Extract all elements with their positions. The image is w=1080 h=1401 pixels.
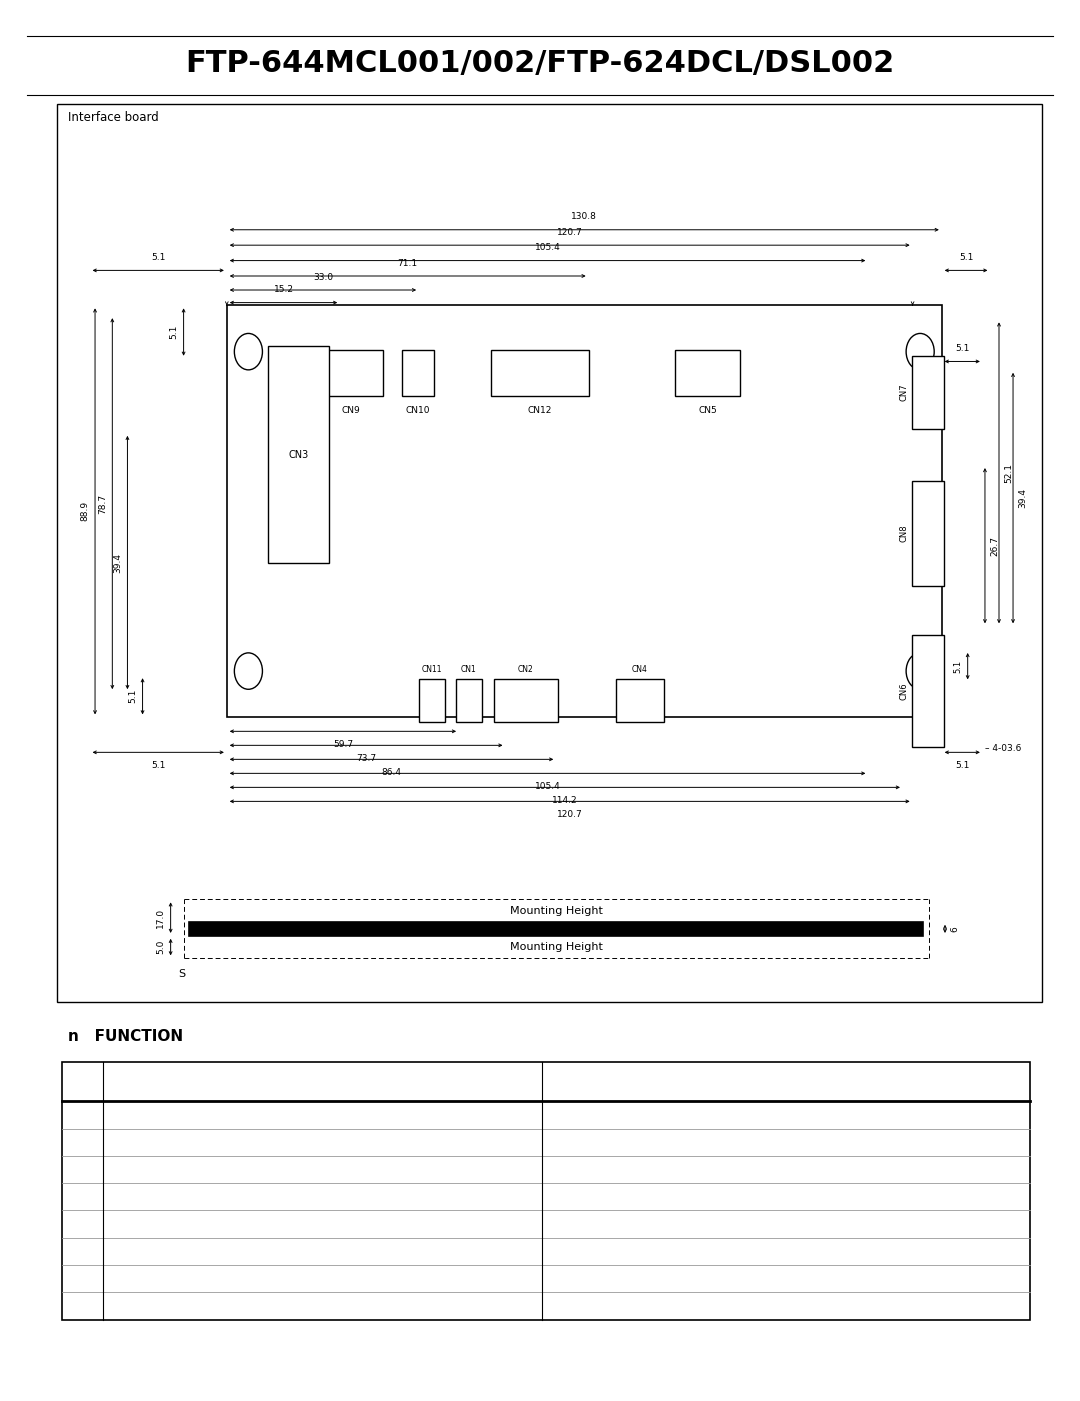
Text: 5.1: 5.1 <box>959 254 973 262</box>
Circle shape <box>234 333 262 370</box>
Text: 5.1: 5.1 <box>170 325 178 339</box>
Text: CN1: CN1 <box>461 665 476 674</box>
Text: 6: 6 <box>950 926 959 932</box>
Text: 39.4: 39.4 <box>113 552 122 573</box>
Text: 52.1: 52.1 <box>1004 462 1013 483</box>
Text: 5.0: 5.0 <box>157 940 165 954</box>
Text: 5.1: 5.1 <box>129 689 137 703</box>
Text: – 4-03.6: – 4-03.6 <box>985 744 1022 752</box>
Text: 88.9: 88.9 <box>81 502 90 521</box>
Text: 26.7: 26.7 <box>990 535 999 556</box>
Text: CN3: CN3 <box>288 450 309 460</box>
Bar <box>675 350 740 396</box>
Text: 105.4: 105.4 <box>535 244 561 252</box>
Bar <box>912 635 944 747</box>
Bar <box>62 1062 1030 1320</box>
Text: 73.7: 73.7 <box>356 754 376 762</box>
Text: CN10: CN10 <box>406 406 430 415</box>
Text: 105.4: 105.4 <box>535 782 561 790</box>
Text: 33.0: 33.0 <box>313 273 333 282</box>
Text: CN12: CN12 <box>528 406 552 415</box>
Bar <box>227 305 942 717</box>
Bar <box>494 679 558 722</box>
Text: 71.1: 71.1 <box>397 259 418 268</box>
Text: FTP-644MCL001/002/FTP-624DCL/DSL002: FTP-644MCL001/002/FTP-624DCL/DSL002 <box>186 49 894 77</box>
Bar <box>456 679 482 722</box>
Text: CN2: CN2 <box>518 665 534 674</box>
Bar <box>189 922 923 936</box>
Text: 78.7: 78.7 <box>98 493 107 514</box>
Text: 5.1: 5.1 <box>151 254 165 262</box>
Text: CN4: CN4 <box>632 665 648 674</box>
Circle shape <box>234 653 262 689</box>
Text: 120.7: 120.7 <box>557 810 582 818</box>
Text: 86.4: 86.4 <box>381 768 402 776</box>
Text: CN6: CN6 <box>900 682 908 699</box>
Bar <box>402 350 434 396</box>
Text: CN8: CN8 <box>900 524 908 542</box>
Text: 5.1: 5.1 <box>151 761 165 769</box>
Bar <box>912 481 944 586</box>
Bar <box>912 356 944 429</box>
Text: CN9: CN9 <box>341 406 361 415</box>
Text: 114.2: 114.2 <box>552 796 578 804</box>
Circle shape <box>906 333 934 370</box>
Text: 130.8: 130.8 <box>571 213 597 221</box>
Text: CN7: CN7 <box>900 384 908 401</box>
Text: 5.1: 5.1 <box>955 345 970 353</box>
Text: 120.7: 120.7 <box>557 228 582 237</box>
Text: 5.1: 5.1 <box>955 761 970 769</box>
Circle shape <box>906 653 934 689</box>
Bar <box>319 350 383 396</box>
Text: 15.2: 15.2 <box>273 286 294 294</box>
Text: CN11: CN11 <box>422 665 442 674</box>
Text: CN5: CN5 <box>698 406 717 415</box>
Text: n   FUNCTION: n FUNCTION <box>68 1028 184 1044</box>
Text: Mounting Height: Mounting Height <box>510 941 603 953</box>
Text: 17.0: 17.0 <box>157 908 165 927</box>
Bar <box>616 679 664 722</box>
Text: 5.1: 5.1 <box>954 660 962 672</box>
Bar <box>491 350 589 396</box>
Text: Mounting Height: Mounting Height <box>510 905 603 916</box>
Text: S: S <box>178 969 186 979</box>
Bar <box>419 679 445 722</box>
Text: 59.7: 59.7 <box>333 740 353 748</box>
Bar <box>57 104 1042 1002</box>
Bar <box>268 346 329 563</box>
Text: 39.4: 39.4 <box>1018 488 1027 509</box>
Text: Interface board: Interface board <box>68 111 159 123</box>
